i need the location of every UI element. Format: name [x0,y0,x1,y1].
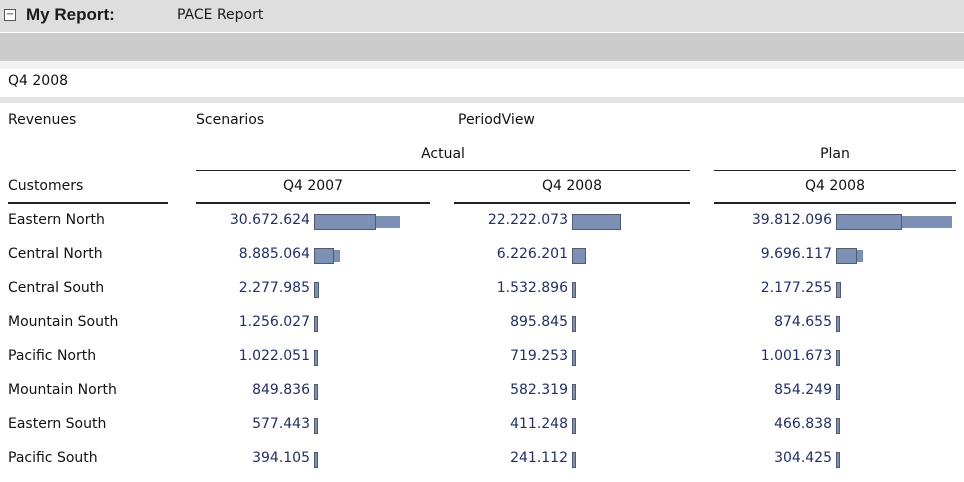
cell-value[interactable]: 1.001.673 [760,348,832,364]
value-bar [572,384,576,400]
scenario-header-plan: Plan [820,146,850,162]
report-title-label: My Report: [26,5,115,24]
value-bar-extension [376,216,400,228]
row-label[interactable]: Mountain North [8,382,117,398]
value-bar [836,350,840,366]
row-label[interactable]: Eastern South [8,416,107,432]
cell-value[interactable]: 466.838 [774,416,832,432]
measure-dimension[interactable]: Revenues [8,112,77,128]
value-bar [314,248,334,264]
value-bar [314,452,318,468]
value-bar [572,316,576,332]
value-bar [572,452,576,468]
cell-value[interactable]: 1.532.896 [496,280,568,296]
value-bar [314,350,318,366]
cell-value[interactable]: 1.256.027 [238,314,310,330]
cell-value[interactable]: 304.425 [774,450,832,466]
cell-value[interactable]: 6.226.201 [496,246,568,262]
cell-value[interactable]: 895.845 [510,314,568,330]
cell-value[interactable]: 30.672.624 [229,212,310,228]
value-bar [836,452,840,468]
value-bar [314,418,318,434]
divider [0,97,964,103]
column-header-q4-2007-actual: Q4 2007 [282,178,343,194]
value-bar-extension [902,216,952,228]
scenario-header-actual: Actual [421,146,465,162]
value-bar [572,350,576,366]
value-bar [836,316,840,332]
value-bar [314,316,318,332]
column-header-q4-2008-plan: Q4 2008 [804,178,865,194]
cell-value[interactable]: 241.112 [510,450,568,466]
cell-value[interactable]: 2.177.255 [760,280,832,296]
value-bar-extension [857,250,863,262]
cell-value[interactable]: 39.812.096 [751,212,832,228]
value-bar [836,282,841,298]
cell-value[interactable]: 582.319 [510,382,568,398]
value-bar [572,418,576,434]
cell-value[interactable]: 22.222.073 [487,212,568,228]
rows-dimension-label[interactable]: Customers [8,178,84,194]
header-underline-rows [8,202,168,204]
value-bar [836,418,840,434]
report-title-value: PACE Report [177,7,264,23]
toolbar-area [0,33,964,61]
cell-value[interactable]: 411.248 [510,416,568,432]
cell-value[interactable]: 1.022.051 [238,348,310,364]
value-bar [836,248,857,264]
periodview-dimension[interactable]: PeriodView [458,112,535,128]
divider [0,61,964,69]
cell-value[interactable]: 2.277.985 [238,280,310,296]
report-header: − My Report: PACE Report [0,0,964,32]
row-label[interactable]: Eastern North [8,212,105,228]
value-bar [314,214,376,230]
row-label[interactable]: Central South [8,280,105,296]
cell-value[interactable]: 874.655 [774,314,832,330]
scenario-underline-plan [714,170,956,171]
cell-value[interactable]: 849.836 [252,382,310,398]
cell-value[interactable]: 577.443 [252,416,310,432]
header-underline-col1 [196,202,430,204]
value-bar [836,384,840,400]
value-bar [314,384,318,400]
value-bar [836,214,902,230]
cell-value[interactable]: 854.249 [774,382,832,398]
cell-value[interactable]: 719.253 [510,348,568,364]
collapse-icon[interactable]: − [4,9,16,21]
value-bar-extension [334,250,340,262]
cell-value[interactable]: 9.696.117 [760,246,832,262]
header-underline-col3 [714,202,956,204]
row-label[interactable]: Mountain South [8,314,119,330]
value-bar [314,282,319,298]
row-label[interactable]: Pacific South [8,450,98,466]
period-filter[interactable]: Q4 2008 [8,73,69,89]
column-header-q4-2008-actual: Q4 2008 [541,178,602,194]
cell-value[interactable]: 394.105 [252,450,310,466]
cell-value[interactable]: 8.885.064 [238,246,310,262]
value-bar [572,282,576,298]
value-bar [572,248,586,264]
header-underline-col2 [454,202,690,204]
value-bar [572,214,621,230]
scenario-underline-actual [196,170,690,171]
scenarios-dimension[interactable]: Scenarios [196,112,265,128]
row-label[interactable]: Central North [8,246,103,262]
row-label[interactable]: Pacific North [8,348,97,364]
